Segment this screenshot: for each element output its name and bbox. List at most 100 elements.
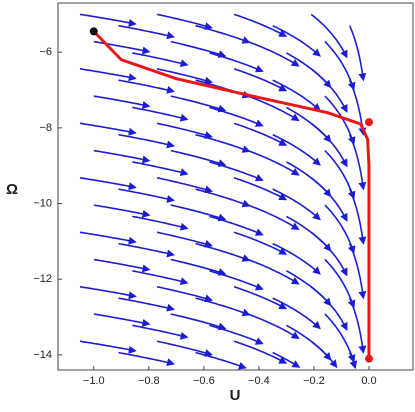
stream-line [118,79,175,94]
stream-line [209,161,264,182]
stream-line [272,24,321,57]
stream-line [348,134,367,191]
x-tick-label: −1.0 [83,375,105,387]
stream-line [348,243,367,300]
stream-line [170,95,227,113]
stream-line [156,68,213,85]
stream-line [93,204,151,218]
stream-line [195,133,251,153]
stream-line [209,52,264,73]
stream-line [233,177,288,201]
stream-line [132,106,189,122]
stream-line [195,351,247,370]
stream-line [286,52,332,89]
stream-line [156,13,213,30]
stream-line [170,40,227,58]
stream-line [118,133,175,149]
stream-line [310,231,348,277]
stream-line [324,258,356,309]
stream-line [233,122,288,146]
stream-line [79,286,137,300]
stream-line [348,352,358,370]
stream-line [93,258,151,273]
stream-line [272,79,321,112]
plot-frame [57,2,414,371]
stream-line [79,340,137,354]
stream-line [132,324,189,340]
stream-line [310,340,338,369]
stream-line [209,270,264,291]
y-tick-label: −14 [33,349,52,361]
stream-line [79,122,137,136]
stream-line [286,324,332,361]
stream-line [132,161,189,177]
stream-line [209,215,264,236]
stream-line [324,313,356,363]
stream-line [233,68,288,92]
y-tick-label: −12 [33,273,52,285]
y-tick-label: −10 [33,197,52,209]
stream-line [324,41,356,91]
stream-line [209,324,264,345]
stream-line [272,188,321,221]
x-tick-label: −0.2 [303,375,325,387]
y-tick-label: −8 [39,122,52,134]
stream-line [233,231,288,255]
stream-line [310,13,348,59]
stream-line [324,204,356,255]
stream-line [324,150,356,200]
stream-line [170,149,227,167]
stream-line [79,177,137,191]
stream-line [272,133,321,166]
stream-line [348,188,367,245]
stream-line [93,40,151,55]
stream-line [79,13,137,27]
stream-line [247,40,300,67]
trajectory [92,30,371,359]
stream-line [170,204,227,222]
stream-line [195,24,251,44]
stream-line [79,68,137,82]
stream-line [247,95,300,122]
stream-line [132,270,189,286]
stream-line [93,313,151,327]
stream-line [156,340,213,357]
stream-line [195,188,251,208]
stream-line [118,297,175,312]
stream-line [233,286,288,310]
stream-line [156,286,213,303]
stream-line [286,270,332,307]
x-axis-label: U [230,387,241,404]
stream-line [310,177,348,222]
stream-line [170,258,227,276]
stream-line [310,286,348,331]
x-tick-label: −0.8 [138,375,160,387]
stream-line [272,351,301,368]
stream-line [272,242,321,275]
stream-line [156,122,213,139]
stream-line [170,313,227,331]
stream-line [247,258,300,285]
stream-line [310,122,348,168]
y-tick-label: −6 [39,46,52,58]
stream-line [156,177,213,194]
y-axis-label: Ω [6,181,18,198]
x-tick-label: −0.4 [248,375,270,387]
stream-line [233,13,288,37]
stream-line [132,52,189,68]
stream-line [233,340,288,364]
point [364,118,373,127]
stream-line [310,68,348,113]
stream-line [286,215,332,252]
point [89,27,98,36]
stream-line [286,161,332,198]
stream-line [247,149,300,176]
stream-line [118,242,175,258]
stream-line [93,95,151,109]
x-tick-label: 0.0 [361,375,376,387]
stream-line [348,25,367,82]
stream-line [247,204,300,231]
stream-line [118,351,175,367]
stream-line [247,313,300,340]
